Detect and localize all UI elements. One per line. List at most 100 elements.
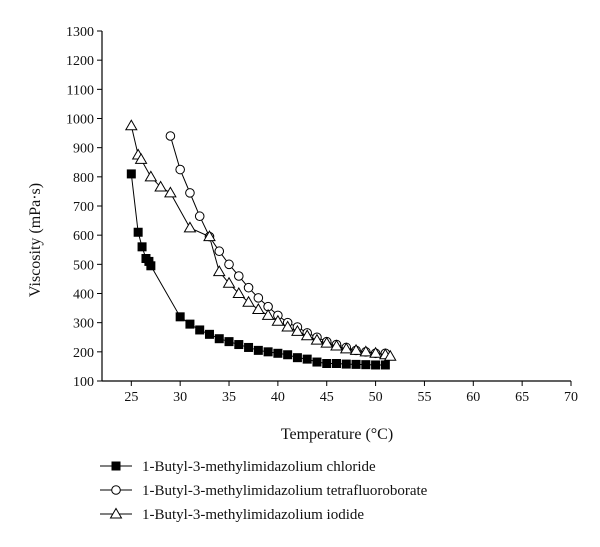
series-1-butyl-3-methylimidazolium-chloride — [126, 169, 390, 370]
y-tick-label: 1100 — [67, 83, 94, 98]
data-point — [126, 169, 136, 179]
x-tick-label: 65 — [515, 390, 529, 405]
data-point — [300, 329, 314, 341]
data-point — [330, 339, 343, 351]
data-point — [134, 152, 148, 164]
data-point — [146, 261, 156, 271]
series-line — [130, 125, 391, 357]
data-point — [292, 353, 302, 363]
data-point — [194, 211, 205, 222]
data-point — [322, 359, 332, 368]
y-tick-label: 600 — [73, 229, 94, 244]
x-tick-label: 40 — [271, 390, 285, 405]
series-layer — [124, 119, 397, 370]
data-point — [310, 333, 324, 345]
data-point — [137, 242, 147, 252]
data-point — [332, 359, 341, 368]
data-point — [312, 357, 322, 367]
x-tick-label: 45 — [320, 390, 334, 405]
data-point — [164, 186, 177, 198]
data-point — [371, 360, 381, 370]
y-tick-label: 200 — [73, 346, 94, 361]
y-tick-label: 1300 — [66, 25, 94, 40]
data-point — [283, 350, 293, 360]
data-point — [185, 188, 195, 198]
data-point — [203, 230, 216, 242]
data-point — [302, 354, 312, 364]
data-point — [244, 342, 254, 352]
data-point — [195, 325, 205, 335]
legend-marker — [111, 461, 121, 471]
data-point — [253, 345, 263, 355]
data-point — [253, 293, 264, 303]
data-point — [242, 295, 255, 307]
legend-label: 1-Butyl-3-methylimidazolium tetrafluorob… — [142, 483, 428, 499]
data-point — [224, 259, 234, 270]
x-tick-label: 60 — [466, 390, 480, 405]
data-point — [339, 342, 353, 354]
series-line — [130, 173, 386, 366]
y-tick-label: 100 — [73, 375, 94, 390]
data-point — [243, 282, 254, 293]
legend-label: 1-Butyl-3-methylimidazolium chloride — [142, 459, 376, 475]
x-tick-label: 50 — [369, 390, 383, 405]
data-point — [175, 164, 185, 175]
data-point — [232, 287, 246, 298]
data-point — [361, 360, 371, 370]
y-tick-label: 700 — [73, 200, 94, 215]
data-point — [165, 131, 176, 141]
legend-marker — [111, 485, 121, 495]
data-point — [383, 349, 397, 361]
data-point — [291, 324, 304, 336]
legend-item: 1-Butyl-3-methylimidazolium iodide — [100, 507, 364, 523]
y-tick-label: 800 — [73, 171, 94, 186]
data-point — [214, 246, 225, 257]
data-point — [320, 336, 334, 348]
data-point — [271, 314, 285, 326]
data-point — [273, 348, 283, 358]
legend-marker — [109, 507, 123, 519]
data-point — [251, 303, 265, 315]
legend-item: 1-Butyl-3-methylimidazolium chloride — [100, 459, 376, 475]
y-tick-label: 1000 — [66, 113, 94, 128]
data-point — [222, 276, 236, 288]
y-tick-label: 500 — [73, 258, 94, 273]
data-point — [144, 170, 158, 182]
data-point — [185, 319, 195, 329]
plot-frame — [101, 31, 571, 382]
data-point — [212, 265, 226, 277]
data-point — [183, 221, 197, 233]
y-tick-label: 1200 — [66, 54, 94, 69]
x-tick-label: 70 — [564, 390, 578, 405]
data-point — [233, 271, 244, 281]
data-point — [175, 312, 185, 322]
y-axis-title: Viscosity (mPa·s) — [27, 183, 44, 297]
data-point — [380, 360, 390, 370]
data-point — [351, 359, 361, 369]
x-tick-label: 30 — [173, 390, 187, 405]
data-point — [224, 337, 234, 347]
x-tick-label: 35 — [222, 390, 236, 405]
data-point — [124, 119, 138, 131]
legend-label: 1-Butyl-3-methylimidazolium iodide — [142, 507, 364, 523]
data-point — [349, 343, 363, 355]
y-axis: 100 200 300 400 500 600 700 800 900 1000 1100 1200 1… — [66, 25, 102, 390]
series-1-butyl-3-methylimidazolium-iodide — [124, 119, 397, 361]
data-point — [281, 320, 295, 332]
data-point — [263, 347, 273, 357]
x-tick-label: 25 — [124, 390, 138, 405]
legend-item: 1-Butyl-3-methylimidazolium tetrafluorob… — [100, 483, 428, 499]
data-point — [341, 359, 351, 369]
y-tick-label: 900 — [73, 142, 94, 157]
x-axis-title: Temperature (°C) — [281, 426, 393, 443]
data-point — [133, 227, 143, 237]
legend: 1-Butyl-3-methylimidazolium chloride 1-Bu… — [100, 459, 428, 523]
data-point — [234, 340, 244, 350]
data-point — [359, 345, 373, 357]
x-axis: 25 30 35 40 45 50 55 60 65 70 — [124, 381, 578, 405]
y-tick-label: 400 — [73, 288, 94, 303]
data-point — [154, 180, 167, 192]
x-tick-label: 55 — [417, 390, 431, 405]
data-point — [369, 346, 382, 358]
